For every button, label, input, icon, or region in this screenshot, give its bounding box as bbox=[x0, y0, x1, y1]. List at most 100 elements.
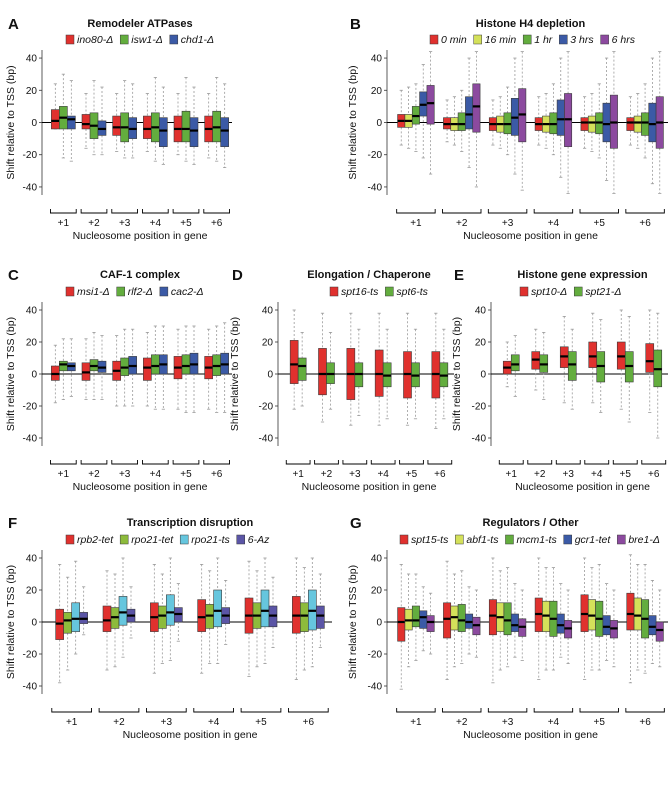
box-bre1-Δ-+6 bbox=[655, 589, 664, 668]
legend-label: mcm1-ts bbox=[516, 534, 557, 546]
legend-swatch bbox=[179, 534, 189, 545]
legend-swatch bbox=[329, 286, 339, 297]
box-body bbox=[151, 354, 160, 375]
box-rpo21-ts-+3 bbox=[166, 557, 175, 661]
legend-swatch bbox=[119, 34, 129, 45]
box-0 min-+4 bbox=[534, 96, 543, 146]
panel-d: D Elongation / Chaperone spt16-ts spt6-ts -4… bbox=[229, 267, 454, 493]
panel-g: G Regulators / Other spt15-ts abf1-ts mcm1-t… bbox=[347, 515, 668, 741]
box-body bbox=[51, 109, 60, 130]
legend-label: isw1-Δ bbox=[131, 34, 163, 46]
legend-swatch bbox=[473, 34, 482, 45]
position-bracket bbox=[498, 460, 524, 465]
position-bracket bbox=[80, 209, 108, 214]
legend-swatch bbox=[559, 34, 568, 45]
box-spt15-ts-+6 bbox=[626, 554, 635, 684]
legend-swatch bbox=[519, 286, 529, 297]
position-label: +6 bbox=[639, 218, 651, 229]
position-label: +5 bbox=[180, 218, 192, 229]
box-body bbox=[159, 117, 168, 147]
x-axis-label: Nucleosome position in gene bbox=[73, 481, 208, 493]
position-label: +3 bbox=[563, 469, 575, 480]
position-label: +4 bbox=[548, 218, 560, 229]
box-msi1-Δ-+3 bbox=[112, 335, 121, 407]
box-chd1-Δ-+4 bbox=[159, 86, 168, 165]
legend-label: 3 hrs bbox=[570, 34, 594, 46]
position-label: +3 bbox=[502, 218, 514, 229]
box-rlf2-Δ-+5 bbox=[181, 325, 191, 413]
panel-title: Elongation / Chaperone bbox=[307, 269, 430, 281]
box-6 hrs-+2 bbox=[472, 51, 481, 188]
y-tick-label: 20 bbox=[371, 586, 383, 597]
box-body bbox=[645, 343, 655, 373]
box-msi1-Δ-+4 bbox=[143, 331, 152, 407]
box-spt6-ts-+3 bbox=[354, 328, 364, 417]
y-tick-label: 0 bbox=[31, 618, 37, 629]
box-0 min-+3 bbox=[488, 99, 497, 146]
box-spt21-Δ-+5 bbox=[624, 315, 634, 423]
position-label: +5 bbox=[620, 469, 632, 480]
box-abf1-ts-+4 bbox=[542, 567, 551, 671]
box-mcm1-ts-+6 bbox=[641, 564, 650, 674]
legend-swatch bbox=[385, 286, 394, 297]
position-bracket bbox=[625, 209, 665, 214]
box-rpo21-tet-+2 bbox=[110, 573, 120, 668]
position-label: +4 bbox=[548, 717, 560, 728]
boxplot-marks bbox=[55, 557, 325, 684]
box-mcm1-ts-+4 bbox=[549, 567, 558, 671]
y-tick-label: -20 bbox=[368, 150, 383, 161]
y-tick-label: -40 bbox=[23, 682, 38, 693]
box-body bbox=[457, 604, 466, 632]
box-mcm1-ts-+3 bbox=[503, 567, 512, 668]
y-tick-label: -40 bbox=[23, 434, 38, 445]
box-body bbox=[213, 589, 222, 628]
box-spt16-ts-+4 bbox=[374, 312, 384, 426]
legend-label: rlf2-Δ bbox=[128, 286, 153, 298]
box-isw1-Δ-+6 bbox=[212, 76, 221, 162]
panel-e: E Histone gene expression spt10-Δ spt21-Δ -4… bbox=[451, 267, 668, 493]
box-spt10-Δ-+3 bbox=[559, 315, 569, 404]
position-bracket bbox=[399, 460, 424, 465]
box-isw1-Δ-+3 bbox=[120, 80, 129, 159]
y-tick-label: 20 bbox=[26, 586, 38, 597]
panel-label: F bbox=[8, 515, 17, 532]
position-bracket bbox=[172, 460, 200, 465]
box-chd1-Δ-+5 bbox=[189, 86, 199, 165]
box-body bbox=[457, 112, 466, 131]
x-axis-label: Nucleosome position in gene bbox=[302, 481, 437, 493]
position-label: +2 bbox=[88, 469, 100, 480]
box-3 hrs-+4 bbox=[556, 57, 565, 178]
box-isw1-Δ-+2 bbox=[89, 80, 99, 156]
position-label: +2 bbox=[88, 218, 100, 229]
box-bre1-Δ-+1 bbox=[426, 592, 435, 655]
y-tick-label: 20 bbox=[371, 86, 383, 97]
box-body bbox=[588, 341, 598, 368]
legend-swatch bbox=[522, 34, 532, 45]
box-rpo21-tet-+6 bbox=[300, 567, 309, 671]
position-label: +4 bbox=[150, 469, 162, 480]
box-body bbox=[102, 605, 112, 632]
box-spt16-ts-+1 bbox=[289, 309, 299, 410]
box-6-Az-+5 bbox=[268, 576, 278, 648]
box-6 hrs-+1 bbox=[426, 51, 435, 175]
position-bracket bbox=[579, 708, 619, 713]
box-body bbox=[602, 615, 611, 636]
position-bracket bbox=[641, 460, 667, 465]
y-tick-label: -40 bbox=[368, 682, 383, 693]
legend-swatch bbox=[573, 286, 583, 297]
box-chd1-Δ-+6 bbox=[220, 83, 229, 169]
box-body bbox=[220, 117, 229, 147]
position-label: +6 bbox=[211, 218, 223, 229]
box-ino80-Δ-+4 bbox=[143, 93, 152, 152]
legend-label: rpo21-tet bbox=[131, 534, 174, 546]
box-gcr1-tet-+6 bbox=[648, 580, 657, 664]
legend-label: 1 hr bbox=[534, 34, 553, 46]
position-bracket bbox=[193, 708, 234, 713]
box-ino80-Δ-+6 bbox=[204, 93, 213, 159]
y-tick-label: -40 bbox=[259, 434, 274, 445]
y-tick-label: -20 bbox=[23, 150, 38, 161]
boxplot-marks bbox=[289, 309, 449, 429]
y-tick-label: -20 bbox=[259, 402, 274, 413]
position-bracket bbox=[111, 209, 138, 214]
